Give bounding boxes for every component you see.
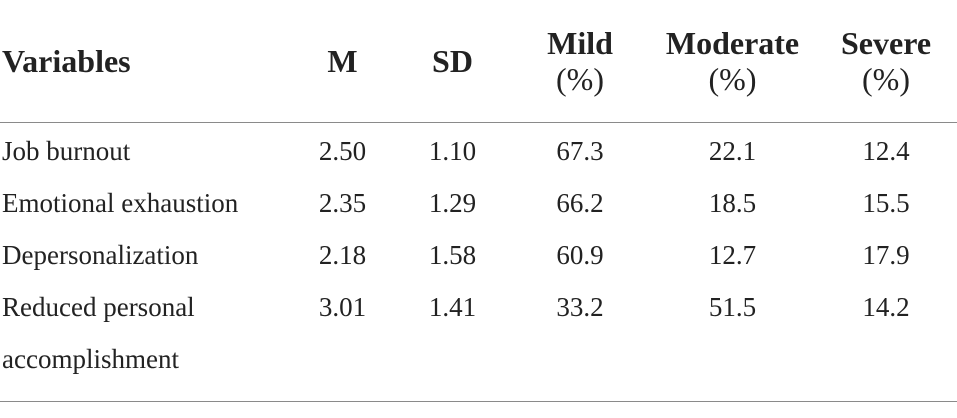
header-mild: Mild (%) [510,0,650,123]
cell-moderate: 12.7 [708,240,757,270]
cell-mild: 33.2 [510,281,650,402]
header-sd: SD [395,0,510,123]
cell-variable: Depersonalization [2,240,199,270]
burnout-statistics-table: Variables M SD Mild (%) Moderate (%) Sev… [0,0,957,402]
cell-sd: 1.10 [428,136,477,166]
cell-moderate: 51.5 [650,281,815,402]
table-row: Emotional exhaustion 2.35 1.29 66.2 18.5… [0,177,957,229]
cell-moderate: 22.1 [708,136,757,166]
header-moderate-label: Moderate [665,25,800,61]
cell-variable: Job burnout [2,136,131,166]
cell-moderate: 18.5 [708,188,757,218]
header-severe-unit: (%) [862,61,910,97]
cell-variable-line1: Reduced personal [2,292,195,322]
header-severe-label: Severe [840,25,932,61]
header-mild-label: Mild [547,25,613,61]
table-row: Reduced personal accomplishment 3.01 1.4… [0,281,957,402]
header-row: Variables M SD Mild (%) Moderate (%) Sev… [0,0,957,123]
cell-mild: 67.3 [556,136,604,166]
cell-m: 2.50 [318,136,367,166]
header-variables: Variables [0,0,290,123]
header-moderate: Moderate (%) [650,0,815,123]
table-row: Depersonalization 2.18 1.58 60.9 12.7 17… [0,229,957,281]
cell-mild: 66.2 [556,188,604,218]
cell-severe: 12.4 [862,136,910,166]
cell-severe: 17.9 [862,240,910,270]
header-m: M [290,0,395,123]
cell-variable: Emotional exhaustion [2,188,239,218]
cell-mild: 60.9 [556,240,604,270]
cell-variable: Reduced personal accomplishment [0,281,290,402]
cell-sd: 1.29 [428,188,477,218]
cell-m: 3.01 [290,281,395,402]
table-body: Job burnout 2.50 1.10 67.3 22.1 12.4 Emo… [0,123,957,402]
table-row: Job burnout 2.50 1.10 67.3 22.1 12.4 [0,123,957,178]
header-severe: Severe (%) [815,0,957,123]
header-mild-unit: (%) [556,61,604,97]
cell-m: 2.18 [318,240,367,270]
cell-sd: 1.58 [428,240,477,270]
cell-severe: 14.2 [815,281,957,402]
cell-variable-line2: accomplishment [2,344,179,374]
cell-sd: 1.41 [395,281,510,402]
header-moderate-unit: (%) [708,61,757,97]
cell-severe: 15.5 [862,188,910,218]
cell-m: 2.35 [318,188,367,218]
table-header: Variables M SD Mild (%) Moderate (%) Sev… [0,0,957,123]
